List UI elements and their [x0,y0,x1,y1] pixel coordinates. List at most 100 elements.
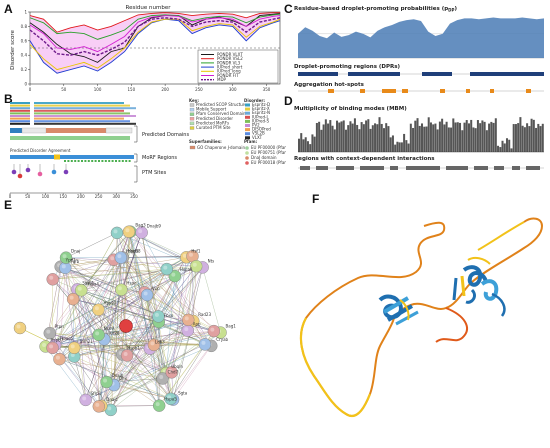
dpr-title: Droplet-promoting regions (DPRs) [294,64,401,70]
network-node[interactable] [66,292,80,306]
disorder-item: VLXT [252,135,263,140]
pfam-item: EU PF00751 (Pfam-B) [251,150,286,155]
mbm-bar [474,128,477,152]
network-node[interactable] [168,269,182,283]
network-node[interactable] [165,366,178,379]
network-node[interactable] [59,251,73,264]
mbm-bar [298,138,301,152]
mbm-bar [541,123,544,152]
context-region [336,166,354,170]
network-node[interactable] [53,352,66,366]
legend-entry: PONDR FIT [217,73,239,78]
mbm-title: Multiplicity of binding modes (MBM) [294,106,407,112]
network-node[interactable] [198,338,212,351]
mbm-bar [394,144,397,152]
node-label: Hdac6 [60,336,73,341]
network-node[interactable] [92,328,105,342]
mbm-bar [434,123,437,152]
network-node[interactable] [114,251,128,264]
network-node[interactable] [122,225,136,238]
mbm-bar [492,122,495,152]
disorder-item: DISOPred [252,127,271,132]
mbm-bar [367,119,370,152]
y-tick-label: 0.4 [21,53,28,58]
mbm-bar [324,119,327,152]
node-label: Dnajc [106,397,117,402]
mbm-bar [436,129,439,152]
aggregation-hotspot [328,89,334,93]
network-node[interactable] [46,273,59,286]
mbm-bar [483,121,486,152]
disorder-strip [10,115,30,117]
network-node[interactable] [152,399,166,412]
network-node[interactable] [140,288,154,302]
network-node[interactable] [160,262,174,276]
context-region [390,166,398,170]
mbm-bar [322,124,325,152]
network-node[interactable] [92,400,106,413]
network-node[interactable] [190,260,203,273]
network-node[interactable] [100,375,113,389]
disorder-agreement-tracks [10,102,136,179]
network-node[interactable] [164,392,177,406]
network-node[interactable] [110,226,124,240]
mbm-bar [338,122,341,152]
mbm-bar [472,127,475,152]
disorder-strip [34,117,124,120]
mbm-bar [521,125,524,152]
network-node[interactable] [13,321,27,335]
network-node[interactable] [156,372,169,385]
b-axis-tick: 250 [95,194,103,198]
network-node[interactable] [120,349,134,362]
network-node[interactable] [147,338,161,352]
node-label: Hspa8 [180,267,193,272]
node-label: Chd7 [168,369,179,374]
network-node[interactable] [46,341,59,355]
x-tick-label: 300 [229,87,237,92]
network-node[interactable] [152,310,165,323]
disorder-strip [10,109,30,112]
network-node[interactable] [75,284,88,297]
pfam-item: EU PF00018 (Pfam-B) [251,160,286,165]
aggregation-title: Aggregation hot-spots [294,82,365,88]
mbm-bar [438,121,441,152]
mbm-bar [360,122,363,152]
aggregation-hotspot [402,89,408,93]
ptm-site-marker [25,167,31,173]
legend-entry: PONDR VLXT [217,52,243,57]
mbm-bar [445,121,448,152]
mbm-bar [382,128,385,152]
node-label: App [193,322,201,327]
mbm-bar [537,123,540,152]
mbm-bar [505,138,508,152]
network-node[interactable] [135,226,148,239]
network-node[interactable] [68,341,81,355]
network-node[interactable] [182,313,195,327]
chart-xlabel: Residue number [126,5,172,11]
x-tick-label: 100 [94,87,102,92]
b-axis-tick: 300 [112,194,120,198]
network-node[interactable] [79,393,92,407]
disorder-item: VSL2B [252,131,265,136]
network-node[interactable] [43,326,56,340]
disorder-strip [10,112,30,115]
x-tick-label: 250 [195,87,203,92]
disorder-band [30,12,280,74]
dpr-segment [470,72,544,76]
mbm-bar [488,123,491,152]
network-node[interactable] [92,303,105,316]
node-label: Bag3 [135,223,146,228]
node-label: Tgfb [69,259,79,264]
mbm-bar [349,121,352,152]
node-label: Ldb3 [155,340,165,345]
network-node[interactable] [115,283,128,296]
query-protein-node[interactable] [119,319,133,333]
x-tick-label: 350 [263,87,271,92]
context-title: Regions with context-dependent interacti… [294,156,435,162]
chart-ylabel: Disorder score [10,29,16,69]
network-node[interactable] [207,324,221,338]
aggregation-hotspot [466,89,470,93]
mbm-bar [519,117,522,152]
mbm-bar [535,127,538,152]
legend-entry: IUPred_long [217,69,241,74]
